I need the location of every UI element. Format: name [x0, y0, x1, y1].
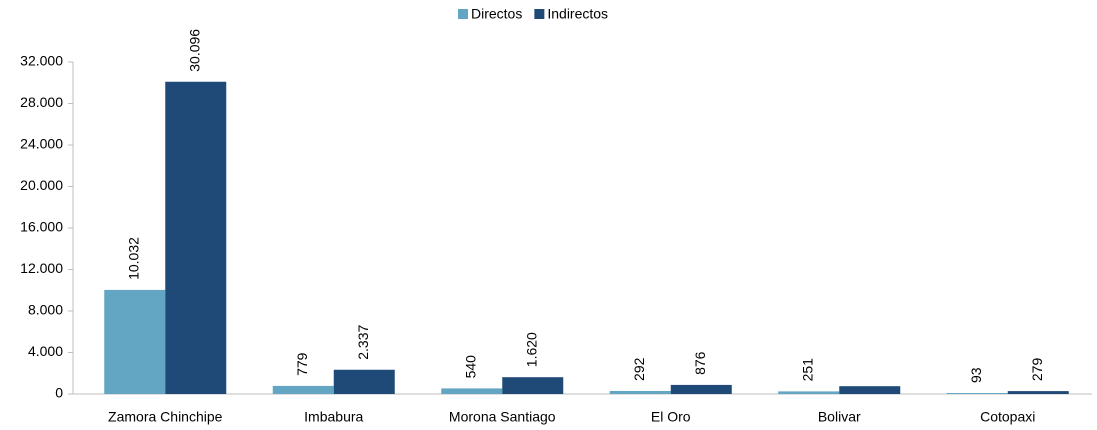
data-label: 279: [1029, 358, 1045, 382]
y-tick-label: 16.000: [20, 219, 63, 235]
x-tick-label: El Oro: [651, 409, 691, 425]
x-tick-label: Bolivar: [818, 409, 861, 425]
x-tick-label: Imbabura: [304, 409, 363, 425]
bar: [441, 388, 503, 394]
bar: [333, 369, 395, 394]
bar: [778, 391, 840, 394]
x-tick-label: Zamora Chinchipe: [108, 409, 223, 425]
y-tick-label: 4.000: [28, 343, 63, 359]
y-tick-label: 24.000: [20, 136, 63, 152]
data-label: 540: [462, 355, 478, 379]
x-tick-label: Morona Santiago: [449, 409, 556, 425]
bar: [165, 81, 227, 394]
x-tick-label: Cotopaxi: [980, 409, 1035, 425]
data-label: 10.032: [125, 237, 141, 280]
legend-label: Directos: [471, 6, 522, 22]
bar: [1007, 391, 1069, 394]
bar: [670, 384, 732, 394]
bar: [272, 385, 334, 394]
bar: [609, 390, 671, 394]
bar: [104, 289, 166, 394]
data-label: 30.096: [186, 29, 202, 72]
legend-swatch: [534, 9, 545, 19]
bar: [839, 386, 901, 394]
data-label: 876: [692, 351, 708, 375]
legend-label: Indirectos: [547, 6, 608, 22]
bar: [946, 393, 1008, 394]
legend-swatch: [458, 9, 468, 19]
data-label: 779: [294, 352, 310, 376]
y-tick-label: 20.000: [20, 177, 63, 193]
y-tick-label: 32.000: [20, 53, 63, 69]
y-tick-label: 0: [55, 385, 63, 401]
data-label: 292: [631, 357, 647, 381]
data-label: 251: [799, 358, 815, 382]
data-label: 1.620: [523, 332, 539, 367]
y-tick-label: 12.000: [20, 260, 63, 276]
data-label: 93: [968, 367, 984, 383]
y-tick-label: 8.000: [28, 302, 63, 318]
bar: [502, 377, 564, 394]
data-label: 2.337: [355, 325, 371, 360]
y-tick-label: 28.000: [20, 94, 63, 110]
